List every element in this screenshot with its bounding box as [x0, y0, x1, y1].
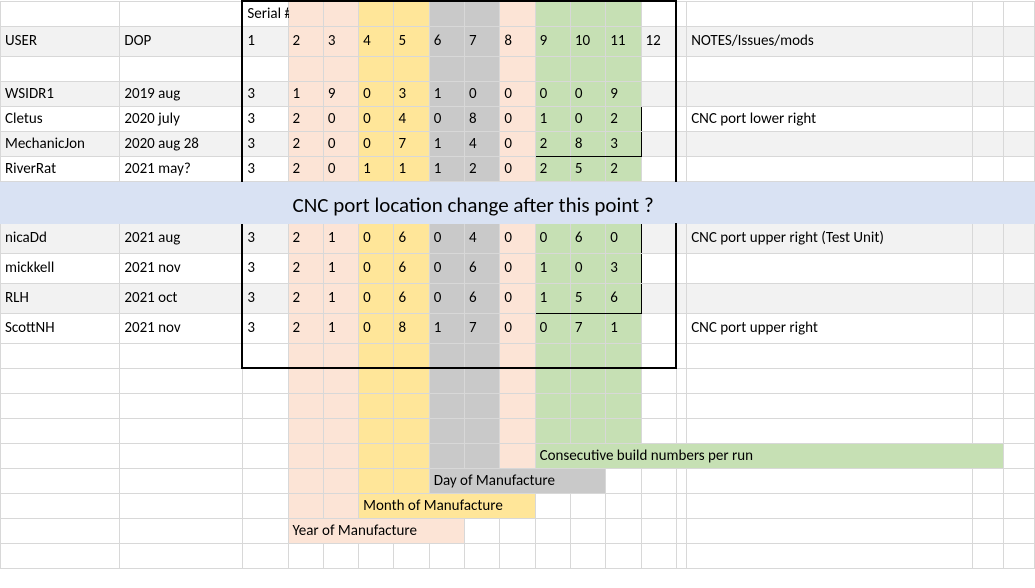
col-10: 10: [570, 26, 605, 56]
user[interactable]: WSIDR1: [1, 81, 120, 106]
table-row: ScottNH 2021 nov 3 2 1 0 8 1 7 0 0 7 1 C…: [1, 313, 1035, 343]
dop[interactable]: 2021 aug: [120, 223, 243, 253]
notes-header: NOTES/Issues/mods: [687, 26, 972, 56]
col-11: 11: [606, 26, 641, 56]
table-row: RiverRat 2021 may? 3 2 0 1 1 1 2 0 2 5 2: [1, 156, 1035, 181]
dop[interactable]: 2021 may?: [120, 156, 243, 181]
user[interactable]: RLH: [1, 283, 120, 313]
note[interactable]: [687, 131, 972, 156]
legend-yellow: Month of Manufacture: [359, 493, 535, 518]
col-9: 9: [535, 26, 570, 56]
note[interactable]: [687, 283, 972, 313]
user[interactable]: Cletus: [1, 106, 120, 131]
legend-green: Consecutive build numbers per run: [535, 443, 1003, 468]
col-7: 7: [465, 26, 500, 56]
note[interactable]: CNC port upper right: [687, 313, 972, 343]
dop[interactable]: 2021 nov: [120, 253, 243, 283]
column-headers-row: USER DOP 1 2 3 4 5 6 7 8 9 10 11 12 NOTE…: [1, 26, 1035, 56]
note[interactable]: CNC port lower right: [687, 106, 972, 131]
note[interactable]: [687, 253, 972, 283]
serial-label: Serial #: [242, 1, 288, 26]
banner-text: CNC port location change after this poin…: [288, 187, 676, 223]
dop-header: DOP: [120, 26, 243, 56]
table-row: WSIDR1 2019 aug 3 1 9 0 3 1 0 0 0 0 9: [1, 81, 1035, 106]
note[interactable]: CNC port upper right (Test Unit): [687, 223, 972, 253]
banner-row: CNC port location change after this poin…: [1, 187, 1035, 223]
table-row: RLH 2021 oct 3 2 1 0 6 0 6 0 1 5 6: [1, 283, 1035, 313]
user[interactable]: nicaDd: [1, 223, 120, 253]
dop[interactable]: 2021 nov: [120, 313, 243, 343]
col-3: 3: [323, 26, 358, 56]
dop[interactable]: 2020 july: [120, 106, 243, 131]
user-header: USER: [1, 26, 120, 56]
col-8: 8: [500, 26, 535, 56]
user[interactable]: ScottNH: [1, 313, 120, 343]
user[interactable]: MechanicJon: [1, 131, 120, 156]
spreadsheet: Serial # USER DOP 1 2 3 4 5 6 7 8 9 10 1…: [0, 0, 1035, 569]
table-row: Cletus 2020 july 3 2 0 0 4 0 8 0 1 0 2 C…: [1, 106, 1035, 131]
table-row: nicaDd 2021 aug 3 2 1 0 6 0 4 0 0 6 0 CN…: [1, 223, 1035, 253]
user[interactable]: mickkell: [1, 253, 120, 283]
col-12: 12: [641, 26, 676, 56]
col-4: 4: [359, 26, 394, 56]
table-row: mickkell 2021 nov 3 2 1 0 6 0 6 0 1 0 3: [1, 253, 1035, 283]
legend-peach: Year of Manufacture: [288, 518, 464, 543]
col-1: 1: [242, 26, 288, 56]
legend-gray: Day of Manufacture: [429, 468, 605, 493]
user[interactable]: RiverRat: [1, 156, 120, 181]
col-2: 2: [288, 26, 323, 56]
note[interactable]: [687, 81, 972, 106]
note[interactable]: [687, 156, 972, 181]
table-row: MechanicJon 2020 aug 28 3 2 0 0 7 1 4 0 …: [1, 131, 1035, 156]
col-6: 6: [429, 26, 464, 56]
dop[interactable]: 2021 oct: [120, 283, 243, 313]
serial-header-row: Serial #: [1, 1, 1035, 26]
dop[interactable]: 2020 aug 28: [120, 131, 243, 156]
dop[interactable]: 2019 aug: [120, 81, 243, 106]
col-5: 5: [394, 26, 429, 56]
